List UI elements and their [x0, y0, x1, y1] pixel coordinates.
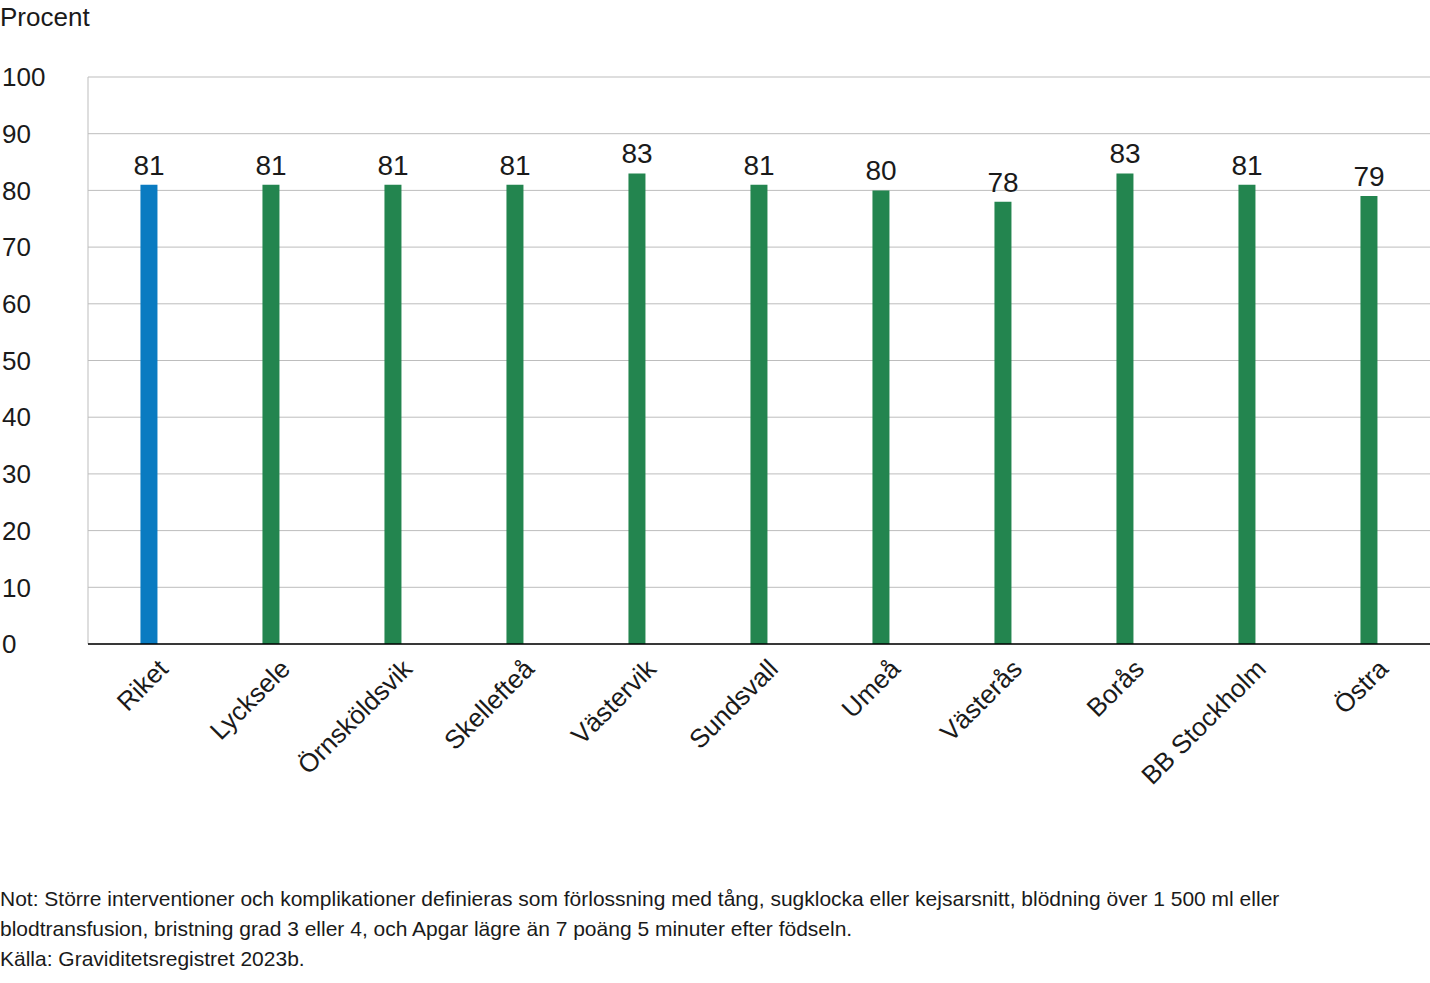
svg-text:BB Stockholm: BB Stockholm	[1135, 654, 1272, 791]
svg-text:40: 40	[8, 402, 31, 432]
svg-text:90: 90	[8, 119, 31, 149]
svg-text:Örnsköldsvik: Örnsköldsvik	[291, 653, 418, 780]
svg-text:81: 81	[377, 150, 408, 181]
svg-text:Umeå: Umeå	[836, 653, 907, 724]
svg-text:80: 80	[865, 155, 896, 186]
svg-text:10: 10	[8, 573, 31, 603]
svg-text:70: 70	[8, 232, 31, 262]
svg-text:Sundsvall: Sundsvall	[683, 654, 784, 755]
svg-text:81: 81	[743, 150, 774, 181]
svg-text:30: 30	[8, 459, 31, 489]
html-text:Not: Större interventioner och: Not: Större interventioner och komplikat…	[0, 887, 1280, 940]
svg-text:79: 79	[1353, 161, 1384, 192]
svg-text:100: 100	[8, 62, 45, 92]
svg-text:83: 83	[621, 138, 652, 169]
svg-text:Riket: Riket	[111, 653, 175, 717]
svg-text:81: 81	[1231, 150, 1262, 181]
svg-text:Borås: Borås	[1081, 654, 1150, 723]
svg-text:81: 81	[255, 150, 286, 181]
svg-text:81: 81	[499, 150, 530, 181]
svg-text:0: 0	[8, 629, 16, 659]
svg-text:20: 20	[8, 516, 31, 546]
svg-text:60: 60	[8, 289, 31, 319]
svg-text:80: 80	[8, 176, 31, 206]
svg-text:83: 83	[1109, 138, 1140, 169]
svg-text:50: 50	[8, 346, 31, 376]
svg-text:Västervik: Västervik	[565, 653, 663, 751]
svg-text:78: 78	[987, 167, 1018, 198]
html-text:Källa: Graviditetsregistret 20: Källa: Graviditetsregistret 2023b.	[0, 947, 305, 970]
svg-text:81: 81	[133, 150, 164, 181]
svg-text:Lycksele: Lycksele	[204, 654, 296, 746]
html-text:Procent: Procent	[0, 2, 90, 32]
svg-text:Östra: Östra	[1328, 653, 1395, 720]
svg-text:Skellefteå: Skellefteå	[438, 653, 540, 755]
svg-text:Västerås: Västerås	[934, 654, 1028, 748]
